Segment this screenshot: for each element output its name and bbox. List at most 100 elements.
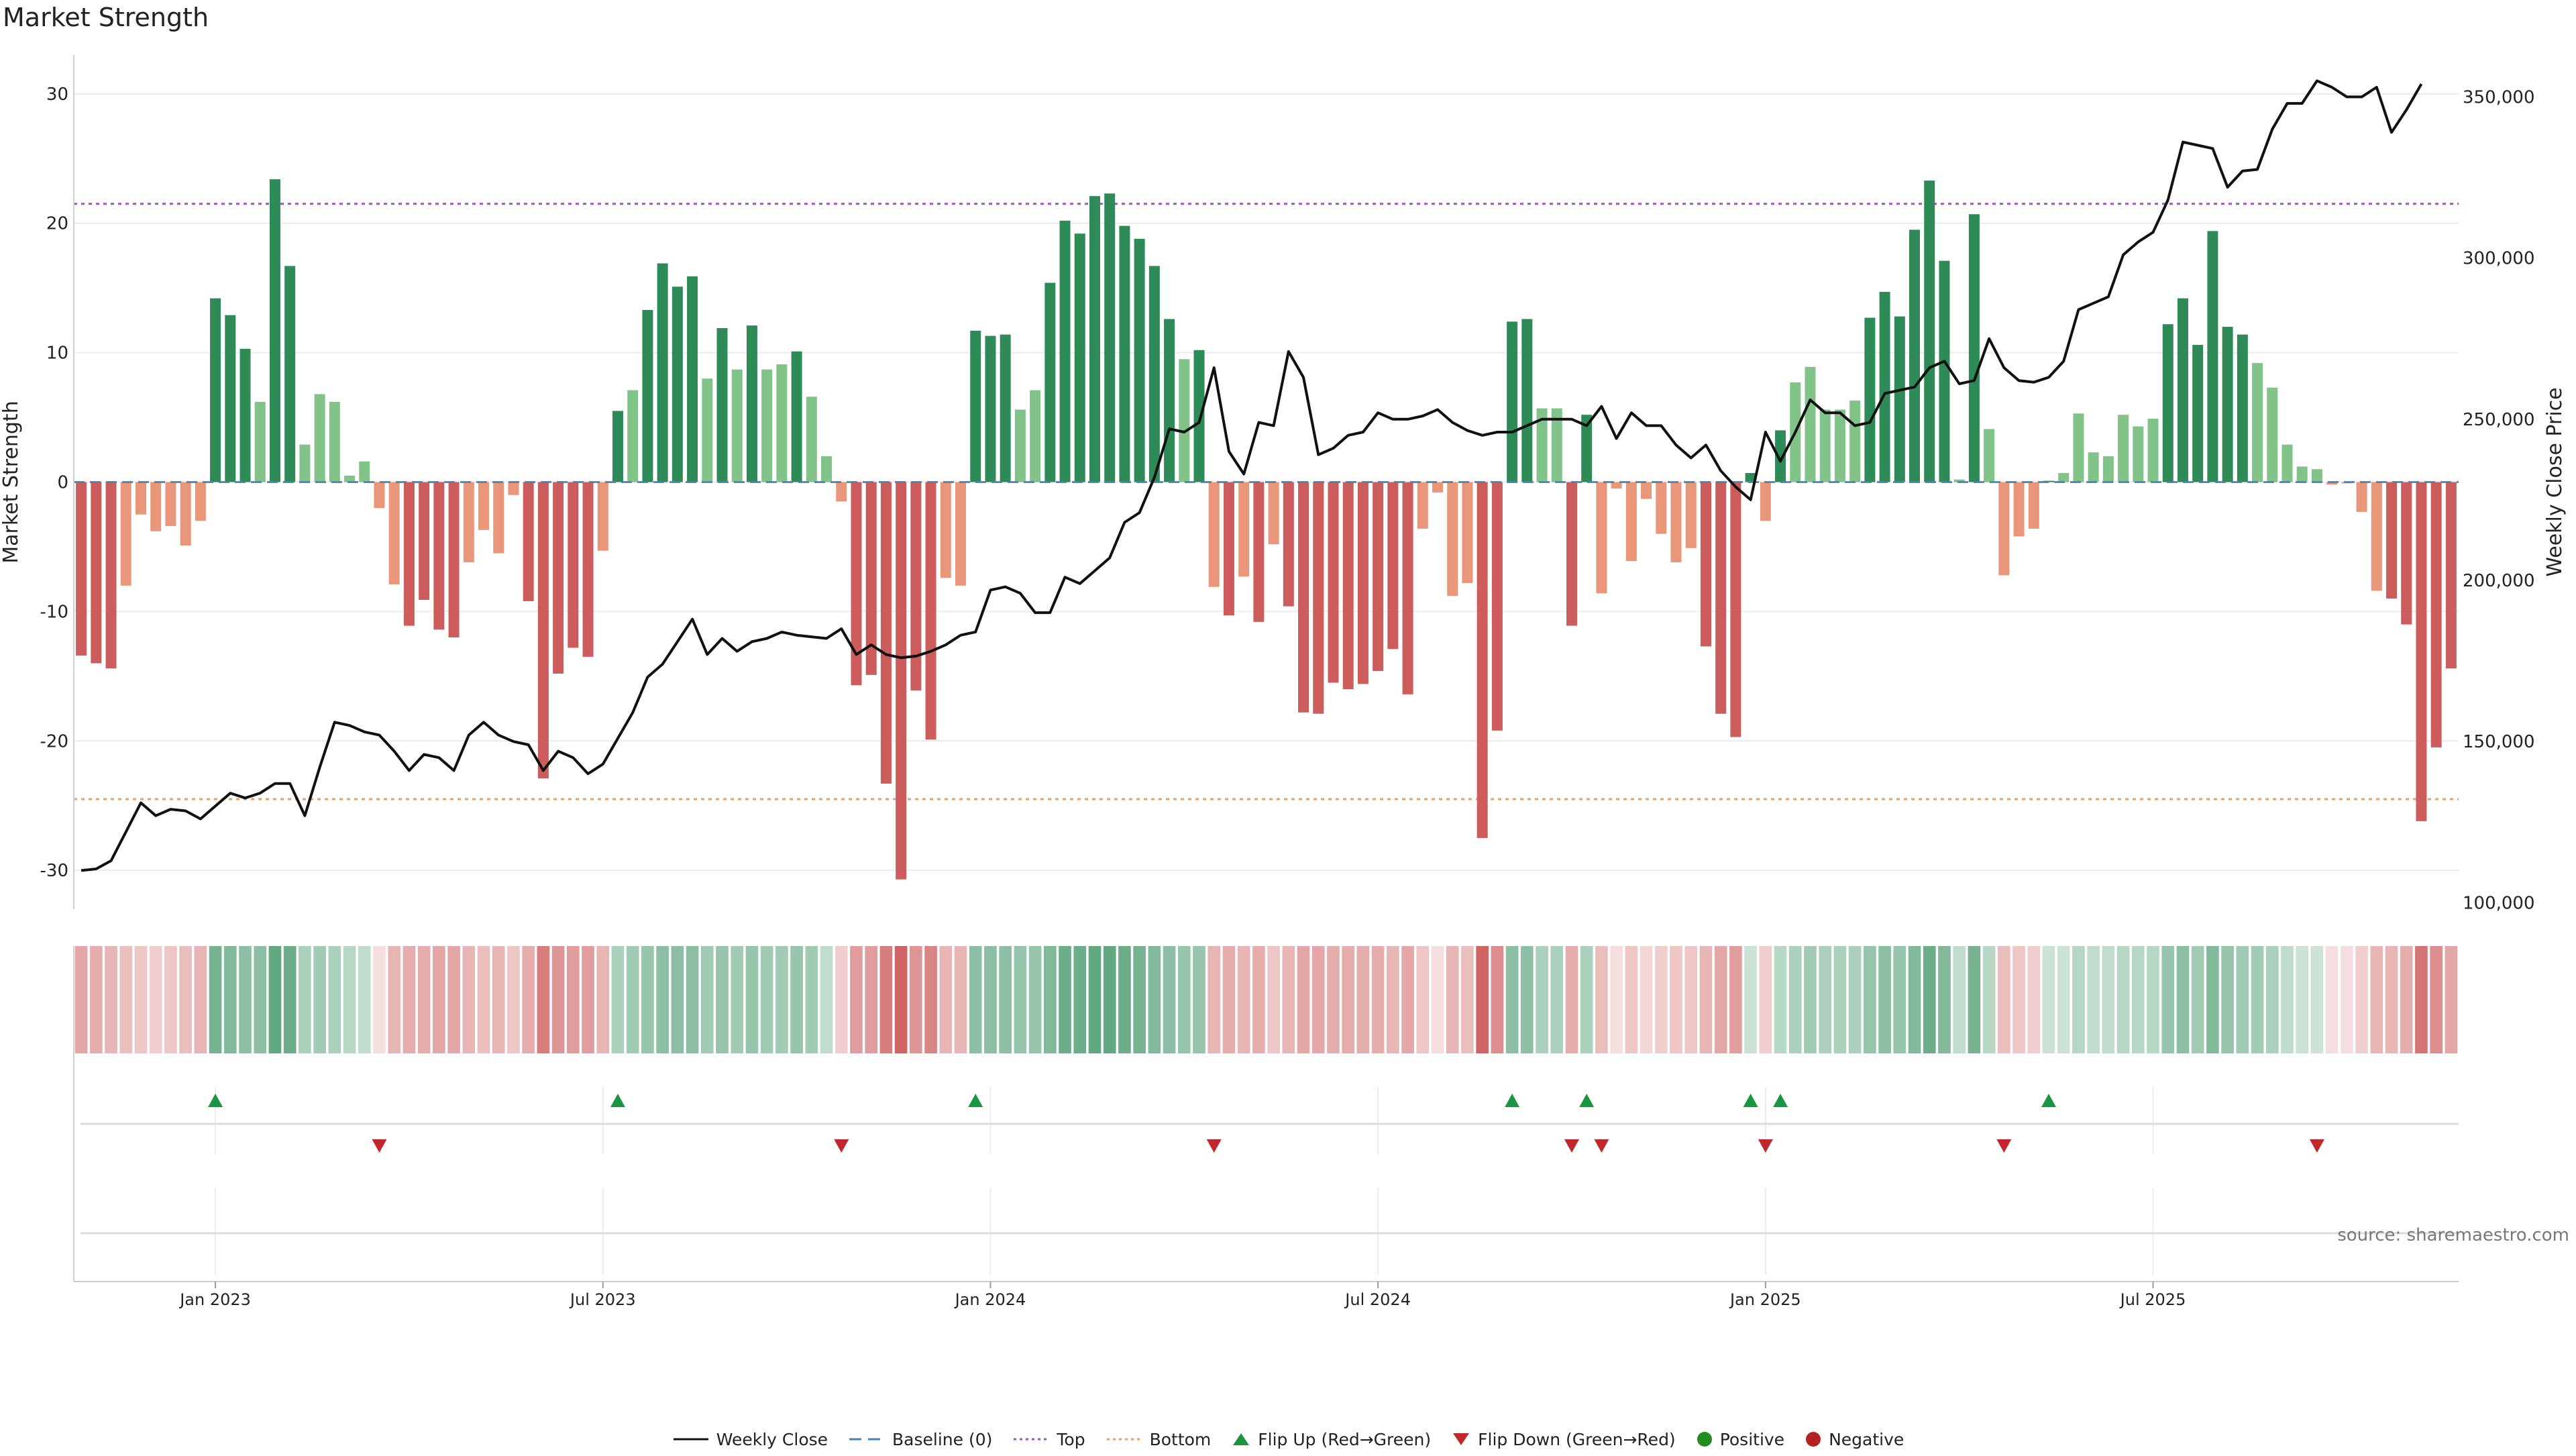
- strength-bar: [2430, 482, 2442, 747]
- heat-cell: [358, 946, 371, 1053]
- x-tick-label: Jul 2023: [569, 1290, 636, 1309]
- heat-cell: [850, 946, 863, 1053]
- heat-cell: [1118, 946, 1131, 1053]
- y-tick-label: 20: [46, 214, 68, 234]
- strength-bar: [776, 364, 788, 482]
- legend-baseline-label: Baseline (0): [892, 1429, 993, 1449]
- heat-cell: [2296, 946, 2309, 1053]
- heat-cell: [2370, 946, 2383, 1053]
- legend-baseline: Baseline (0): [848, 1430, 992, 1449]
- heat-cell: [2325, 946, 2339, 1053]
- y-tick-label: 30: [46, 85, 68, 105]
- heat-cell: [299, 946, 311, 1053]
- strength-bar: [2401, 482, 2412, 625]
- strength-bar: [1581, 415, 1593, 482]
- strength-bar: [1939, 260, 1950, 482]
- strength-bar: [195, 482, 206, 521]
- strength-bar: [1477, 482, 1488, 838]
- strength-bar: [225, 315, 236, 482]
- strength-bar: [1685, 482, 1697, 548]
- y2-tick-label: 250,000: [2463, 410, 2535, 430]
- strength-bar: [314, 394, 325, 482]
- strength-bar: [1462, 482, 1473, 583]
- legend-flip-up: Flip Up (Red→Green): [1231, 1430, 1431, 1449]
- heat-cell: [2400, 946, 2413, 1053]
- heat-cell: [566, 946, 580, 1053]
- strength-bar: [329, 401, 340, 482]
- strength-bar: [76, 482, 87, 656]
- strength-bar: [1924, 180, 1935, 482]
- heat-cell: [1371, 946, 1385, 1053]
- strength-bar: [1268, 482, 1279, 545]
- strength-bar: [2133, 426, 2144, 482]
- heat-cell: [2131, 946, 2145, 1053]
- strength-bar: [2162, 324, 2174, 482]
- flip-down-marker: [1758, 1139, 1773, 1153]
- strength-bar: [821, 456, 833, 482]
- strength-bar: [1775, 430, 1786, 482]
- heat-cell: [2161, 946, 2175, 1053]
- flip-up-marker: [968, 1094, 983, 1107]
- heat-cell: [1133, 946, 1146, 1053]
- legend-bottom: Bottom: [1106, 1429, 1212, 1449]
- legend-top-swatch: [1014, 1438, 1049, 1441]
- x-tick-label: Jul 2025: [2119, 1290, 2186, 1309]
- strength-bar: [1611, 482, 1622, 489]
- y2-tick-label: 150,000: [2463, 732, 2535, 752]
- strength-bar: [1298, 482, 1309, 713]
- strength-bar: [880, 482, 892, 784]
- strength-bar: [1536, 408, 1548, 482]
- heat-cell: [2012, 946, 2025, 1053]
- legend-flip-up-label: Flip Up (Red→Green): [1258, 1429, 1432, 1449]
- heat-cell: [954, 946, 967, 1053]
- strength-bar: [1328, 482, 1339, 683]
- heat-cell: [388, 946, 401, 1053]
- strength-bar: [2267, 387, 2278, 482]
- strength-bar: [1700, 482, 1711, 647]
- heat-cell: [2236, 946, 2249, 1053]
- heat-cell: [2116, 946, 2130, 1053]
- strength-bar: [2326, 482, 2338, 485]
- y2-tick-label: 100,000: [2463, 893, 2535, 913]
- heat-cell: [134, 946, 148, 1053]
- strength-bar: [985, 335, 996, 482]
- heat-cell: [1476, 946, 1489, 1053]
- strength-bar: [269, 179, 280, 482]
- strength-bar: [150, 482, 162, 531]
- legend-weekly-close: Weekly Close: [672, 1430, 828, 1449]
- strength-bar: [1730, 482, 1741, 737]
- strength-bar: [1670, 482, 1682, 563]
- heat-cell: [1893, 946, 1907, 1053]
- strength-bar: [165, 482, 176, 527]
- heat-cell: [641, 946, 654, 1053]
- strength-bar: [1402, 482, 1413, 694]
- strength-bar: [627, 390, 639, 482]
- legend-bottom-label: Bottom: [1149, 1429, 1212, 1449]
- heat-cell: [1282, 946, 1295, 1053]
- heat-cell: [2221, 946, 2234, 1053]
- heat-cell: [1923, 946, 1936, 1053]
- strength-bar: [806, 397, 817, 482]
- price-line-layer: [80, 79, 2423, 872]
- positive-dot-icon: [1697, 1432, 1712, 1447]
- strength-bars: [74, 179, 2459, 880]
- strength-bar: [836, 482, 847, 502]
- heat-cell: [313, 946, 326, 1053]
- strength-bar: [1491, 482, 1503, 731]
- heat-cell: [1565, 946, 1578, 1053]
- heat-cell: [343, 946, 356, 1053]
- strength-bar: [582, 482, 594, 657]
- strength-bar: [1193, 350, 1205, 482]
- heat-cell: [1699, 946, 1713, 1053]
- heat-cell: [2310, 946, 2324, 1053]
- strength-bar: [1283, 482, 1294, 607]
- strength-bar: [970, 330, 981, 482]
- x-tick-label: Jan 2023: [178, 1290, 251, 1309]
- heat-strip: [74, 946, 2458, 1053]
- heat-cell: [1878, 946, 1891, 1053]
- heat-cell: [1208, 946, 1221, 1053]
- strength-bar: [1641, 482, 1652, 499]
- strength-bar: [105, 482, 117, 669]
- strength-bar: [702, 378, 713, 482]
- strength-bar: [1551, 408, 1562, 482]
